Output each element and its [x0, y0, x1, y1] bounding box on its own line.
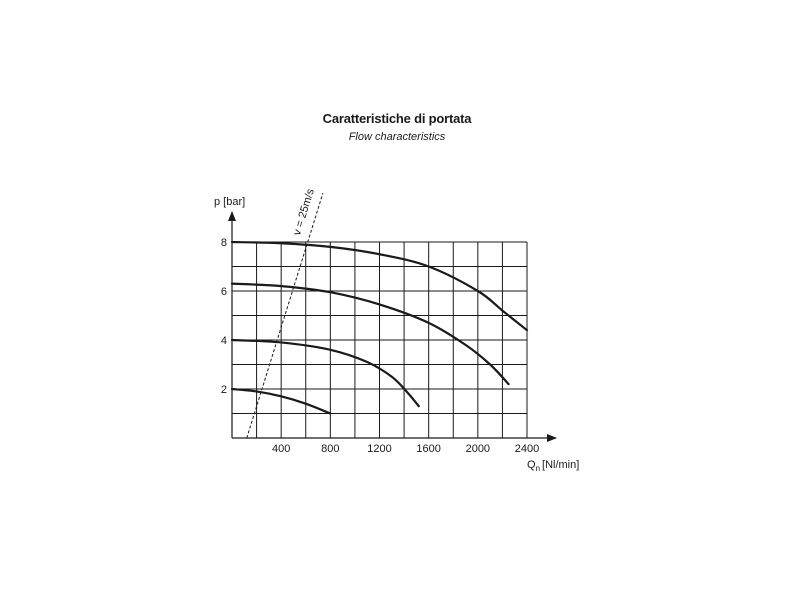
chart-subtitle: Flow characteristics — [348, 131, 446, 143]
grid — [232, 241, 528, 438]
flow-curve-4 — [230, 387, 332, 415]
y-tick-label: 4 — [221, 335, 227, 347]
x-tick-label: 2400 — [515, 443, 539, 455]
chart-title: Caratteristiche di portata — [322, 111, 472, 126]
x-tick-label: 400 — [272, 443, 290, 455]
x-tick-label: 2000 — [466, 443, 490, 455]
x-axis-label-unit: [Nl/min] — [542, 459, 579, 471]
velocity-line: v = 25m/s — [246, 187, 324, 439]
y-tick-label: 2 — [221, 384, 227, 396]
velocity-dashed-line — [246, 192, 324, 439]
y-axis-label: p [bar] — [214, 196, 245, 208]
flow-curve-2 — [230, 282, 510, 386]
y-tick-label: 8 — [221, 237, 227, 249]
x-tick-label: 1200 — [367, 443, 391, 455]
flow-curves — [230, 240, 529, 415]
x-axis-label-main: Q — [527, 459, 536, 471]
velocity-label: v = 25m/s — [291, 187, 317, 237]
tick-labels: 400 800 1200 1600 2000 2400 2 4 6 8 — [221, 237, 539, 455]
x-tick-label: 800 — [321, 443, 339, 455]
y-tick-label: 6 — [221, 286, 227, 298]
axes — [228, 211, 557, 442]
flow-curve-3 — [230, 338, 420, 408]
x-tick-label: 1600 — [416, 443, 440, 455]
x-axis-label: Qn [Nl/min] — [527, 459, 579, 473]
flow-curve-1 — [230, 240, 529, 332]
x-axis-label-sub: n — [536, 464, 540, 473]
